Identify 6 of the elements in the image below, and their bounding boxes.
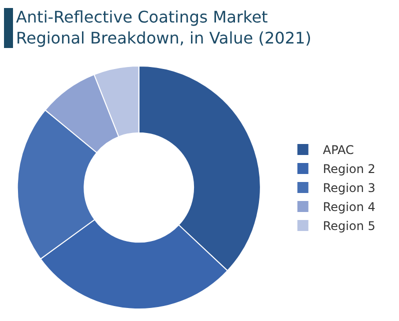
legend-label: Region 3 [322, 181, 376, 196]
legend-label: Region 2 [322, 162, 376, 176]
legend-label: Region 5 [322, 219, 376, 234]
chart-title: Anti-Reflective Coatings Market Regional Breakdown, in Value (2021) [16, 7, 312, 48]
legend-label: APAC [322, 143, 354, 158]
legend-label: Region 4 [322, 200, 376, 214]
